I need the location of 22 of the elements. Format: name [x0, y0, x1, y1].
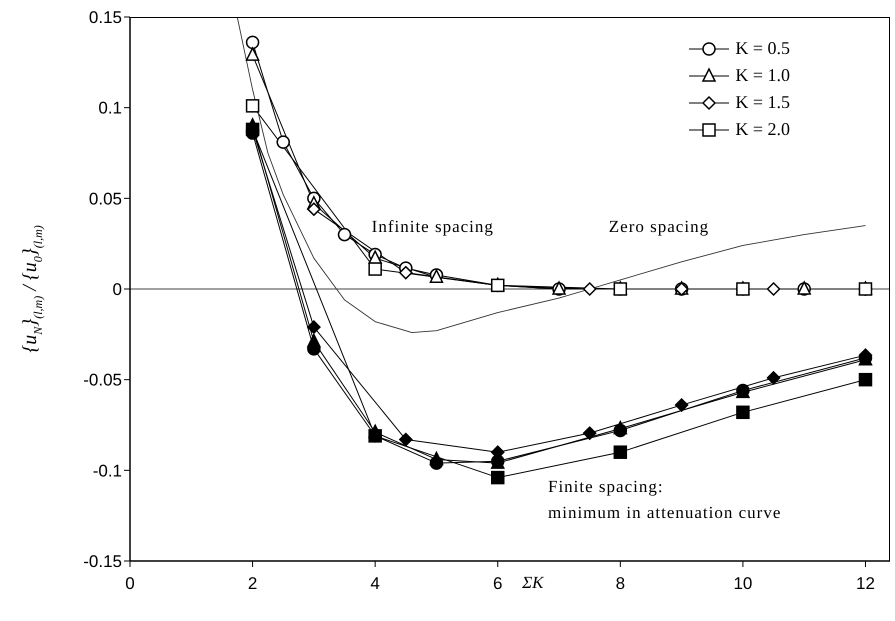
y-tick-label: -0.15	[83, 552, 122, 572]
x-tick-label: 8	[616, 574, 626, 594]
legend-label: K = 1.5	[735, 92, 790, 113]
y-tick-label: 0	[112, 280, 122, 300]
annotation: Zero spacing	[608, 216, 710, 236]
annotation: Finite spacing: minimum in attenuation curve	[548, 476, 782, 522]
x-tick-label: 6	[493, 574, 502, 594]
x-tick-label: 0	[125, 574, 135, 594]
y-tick-label: 0.05	[88, 189, 122, 208]
y-tick-label: -0.1	[92, 461, 122, 480]
y-tick-label: 0.1	[98, 98, 122, 118]
x-tick-label: 12	[856, 574, 875, 594]
x-tick-label: 4	[370, 574, 380, 594]
x-tick-label: 2	[248, 574, 258, 594]
x-tick-label: 10	[733, 574, 752, 594]
annotation: Infinite spacing	[372, 216, 494, 236]
legend-label: K = 0.5	[735, 38, 790, 59]
x-axis-title: ΣK	[521, 573, 546, 592]
y-tick-label: 0.15	[88, 8, 122, 28]
y-tick-label: -0.05	[83, 370, 122, 390]
legend-label: K = 2.0	[735, 119, 790, 140]
legend-label: K = 1.0	[735, 65, 790, 86]
